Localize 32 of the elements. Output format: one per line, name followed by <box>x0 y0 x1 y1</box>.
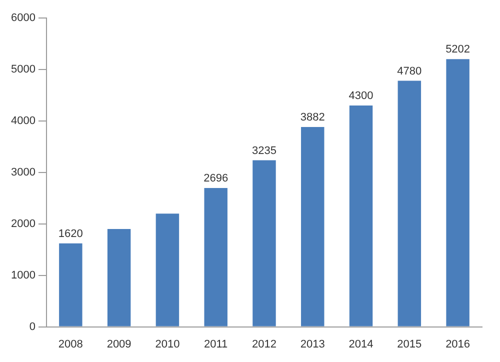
bar <box>349 105 373 326</box>
x-tick-label: 2014 <box>348 338 374 350</box>
y-tick-label: 1000 <box>10 269 36 282</box>
data-label: 4300 <box>348 90 374 102</box>
data-label: 1620 <box>58 228 83 240</box>
x-tick-label: 2008 <box>58 338 83 350</box>
bar <box>204 188 228 326</box>
y-tick-label: 6000 <box>10 12 36 24</box>
data-label: 3882 <box>300 112 325 124</box>
x-tick-label: 2009 <box>106 338 132 350</box>
data-label: 3235 <box>252 144 276 157</box>
x-tick-label: 2010 <box>155 338 180 350</box>
bar <box>446 59 470 326</box>
x-tick-label: 2011 <box>204 338 228 350</box>
bar <box>252 160 276 326</box>
data-label: 2696 <box>204 172 228 185</box>
data-label: 5202 <box>446 44 470 56</box>
y-tick-label: 0 <box>29 320 36 333</box>
x-tick-label: 2013 <box>300 338 325 350</box>
bar <box>301 127 324 326</box>
x-tick-label: 2012 <box>252 338 276 350</box>
y-tick-label: 4000 <box>10 114 36 127</box>
data-label: 4780 <box>397 65 422 78</box>
bar <box>156 214 180 326</box>
bar <box>107 229 131 326</box>
y-tick-label: 5000 <box>10 64 36 76</box>
y-tick-label: 2000 <box>10 218 36 230</box>
bar <box>59 243 82 326</box>
bar <box>398 80 422 326</box>
x-tick-label: 2016 <box>446 338 470 350</box>
x-tick-label: 2015 <box>397 338 422 350</box>
y-tick-label: 3000 <box>10 166 36 178</box>
